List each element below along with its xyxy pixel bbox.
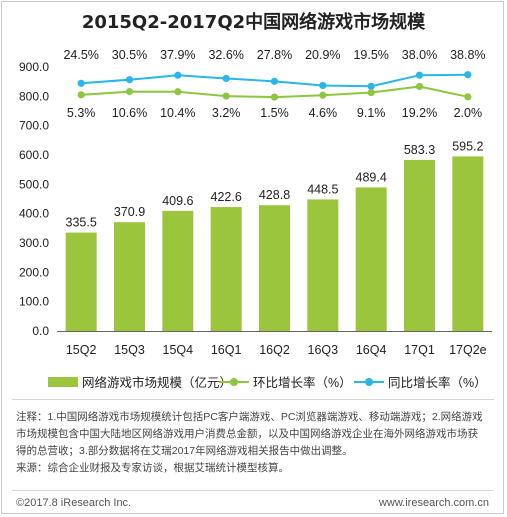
yoy-growth-label: 24.5% [63,48,98,62]
mom-growth-point [367,88,375,97]
bar-value-label: 409.6 [162,194,193,208]
chart-legend: 网络游戏市场规模（亿元） 环比增长率（%） 同比增长率（%） [14,372,494,390]
legend-label-market-size: 网络游戏市场规模（亿元） [82,376,233,390]
yoy-growth-label: 38.0% [402,48,437,62]
note-line-2: 市场规模包含中国大陆地区网络游戏用户消费总金额，以及中国网络游戏企业在海外网络游… [16,428,478,440]
legend-label-yoy-growth: 同比增长率（%） [388,376,487,390]
mom-growth-label: 5.3% [67,106,96,120]
copyright-text: ©2017.8 iResearch Inc. [16,497,132,509]
legend-swatch-yoy-line [354,377,384,387]
y-tick-label: 300.0 [19,236,49,250]
bar-value-label: 422.6 [211,190,242,204]
yoy-growth-label: 20.9% [305,48,340,62]
x-tick-label: 16Q4 [356,343,387,357]
mom-growth-point [174,88,182,96]
bar-value-label: 448.5 [307,182,338,196]
x-tick-label: 15Q4 [163,343,194,357]
mom-growth-point [125,88,134,96]
legend-item-mom-growth: 环比增长率（%） [219,372,352,391]
yoy-growth-point [125,76,134,84]
legend-label-mom-growth: 环比增长率（%） [253,376,352,390]
legend-swatch-mom-line [219,377,249,387]
yoy-growth-label: 38.8% [450,48,485,62]
yoy-growth-point [367,82,375,90]
mom-growth-point [222,92,230,100]
website-text: www.iresearch.com.cn [378,497,489,509]
bar [114,222,145,331]
x-tick-label: 16Q2 [259,343,290,357]
bar-value-label: 583.3 [404,143,435,157]
yoy-growth-label: 19.5% [353,48,388,62]
legend-swatch-bar [48,376,78,387]
mom-growth-point [319,91,327,99]
legend-item-market-size: 网络游戏市场规模（亿元） [48,372,232,391]
mom-growth-label: 2.0% [454,106,483,120]
mom-growth-label: 4.6% [309,106,338,120]
bar [65,232,97,331]
yoy-growth-label: 37.9% [160,48,195,62]
yoy-growth-label: 30.5% [112,48,147,62]
x-tick-label: 17Q1 [404,343,435,357]
legend-item-yoy-growth: 同比增长率（%） [354,372,487,391]
mom-growth-label: 9.1% [357,106,386,120]
mom-growth-label: 3.2% [212,106,241,120]
chart-title: 2015Q2-2017Q2中国网络游戏市场规模 [81,12,426,33]
bar [307,199,339,331]
chart-plot: 0.0 100.0 200.0 300.0 400.0 500.0 600.0 700.0 80… [19,48,492,357]
yoy-growth-point [319,81,327,90]
mom-growth-point [464,93,472,101]
bar [355,187,387,331]
bar-value-label: 370.9 [114,205,145,219]
y-tick-label: 100.0 [19,295,49,309]
note-line-1: 注释：1.中国网络游戏市场规模统计包括PC客户端游戏、PC浏览器端游戏、移动端游… [16,411,483,423]
bar [162,210,194,331]
mom-growth-point [415,82,424,91]
yoy-growth-point [77,79,85,87]
bar-value-label: 595.2 [452,139,483,153]
y-tick-label: 800.0 [19,89,49,103]
yoy-growth-point [415,71,424,79]
bar [404,159,435,331]
y-tick-label: 0.0 [32,324,49,338]
mom-growth-label: 10.4% [160,106,195,120]
x-tick-label: 16Q3 [308,343,339,357]
y-tick-label: 200.0 [19,265,49,279]
bar-value-label: 489.4 [356,170,387,184]
note-line-3: 得的总营收；3.部分数据将在艾瑞2017年网络游戏相关报告中做出调整。 [16,445,353,457]
mom-growth-label: 10.6% [112,106,147,120]
yoy-growth-label: 32.6% [208,48,243,62]
mom-growth-label: 19.2% [402,106,437,120]
bar [452,156,484,331]
y-tick-label: 600.0 [19,148,49,162]
y-tick-label: 900.0 [19,60,49,74]
bar [259,205,290,331]
mom-growth-point [270,93,279,101]
chart-notes: 注释：1.中国网络游戏市场规模统计包括PC客户端游戏、PC浏览器端游戏、移动端游… [16,409,494,477]
notes-divider [12,399,494,400]
y-tick-label: 500.0 [19,177,49,191]
bar [210,207,242,331]
bar-value-label: 335.5 [66,216,97,230]
yoy-growth-point [174,71,182,79]
y-tick-label: 400.0 [19,207,49,221]
bar-value-label: 428.8 [259,188,290,202]
yoy-growth-point [464,71,472,79]
x-tick-label: 17Q2e [449,343,487,357]
x-tick-label: 16Q1 [211,343,242,357]
x-tick-label: 15Q3 [114,343,145,357]
x-tick-label: 15Q2 [66,343,97,357]
y-tick-label: 700.0 [19,119,49,133]
mom-growth-point [77,91,85,99]
mom-growth-label: 1.5% [260,106,289,120]
yoy-growth-point [222,74,230,83]
yoy-growth-label: 27.8% [257,48,292,62]
footer-divider [12,490,494,491]
source-line: 来源：综合企业财报及专家访谈，根据艾瑞统计模型核算。 [16,462,289,474]
yoy-growth-point [270,77,279,85]
